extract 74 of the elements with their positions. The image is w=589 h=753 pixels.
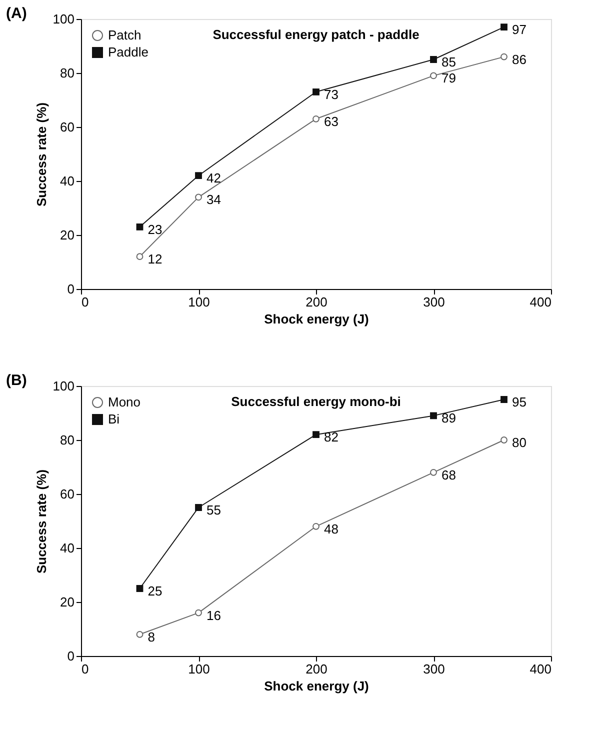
x-tick-label: 0 [82, 294, 89, 310]
x-tick-label: 100 [188, 662, 210, 676]
x-axis-title: Shock energy (J) [264, 678, 369, 694]
point [430, 468, 437, 476]
y-tick-label: 100 [52, 378, 74, 394]
x-tick-label: 100 [188, 294, 210, 310]
data-label: 25 [148, 584, 162, 598]
x-tick-label: 400 [530, 294, 552, 310]
text: (A) [6, 5, 27, 22]
y-tick-label: 80 [60, 432, 74, 448]
y-tick-label: 100 [52, 12, 74, 26]
legend-label: Mono [108, 394, 141, 410]
point [136, 585, 144, 592]
data-label: 82 [324, 430, 338, 445]
data-label: 73 [324, 86, 338, 102]
data-label: 79 [442, 70, 456, 86]
legend-label: Paddle [108, 44, 148, 60]
x-tick-label: 200 [306, 294, 328, 310]
x-axis-title: Shock energy (J) [264, 312, 369, 326]
y-tick-label: 0 [67, 648, 74, 664]
data-label: 48 [324, 521, 338, 536]
point [430, 56, 437, 63]
data-label: 85 [442, 54, 456, 70]
data-label: 8 [148, 629, 155, 644]
data-label: 16 [206, 608, 221, 623]
point [500, 436, 508, 444]
y-tick-label: 60 [60, 120, 74, 134]
point [430, 72, 437, 80]
y-tick-label: 80 [60, 66, 74, 80]
point [500, 24, 508, 31]
point [195, 194, 202, 201]
data-label: 12 [148, 252, 162, 267]
point [312, 522, 320, 530]
data-label: 68 [442, 467, 456, 482]
point [195, 172, 202, 180]
y-tick-label: 0 [67, 282, 74, 296]
point [430, 412, 437, 420]
data-label: 80 [512, 435, 526, 450]
point [136, 253, 144, 260]
point [195, 504, 202, 511]
point [136, 223, 144, 230]
y-tick-label: 40 [60, 174, 74, 188]
y-axis-title: Success rate (%) [34, 102, 49, 207]
y-tick-label: 60 [60, 486, 74, 502]
point [500, 53, 508, 60]
data-label: 34 [206, 192, 221, 208]
point [500, 396, 508, 403]
y-tick-label: 20 [60, 228, 74, 242]
y-axis-title: Success rate (%) [34, 469, 49, 574]
text: Successful energy mono-bi [231, 394, 401, 409]
x-tick-label: 400 [530, 662, 552, 676]
text: Successful energy patch - paddle [212, 27, 420, 42]
data-label: 23 [148, 222, 162, 237]
data-label: 42 [206, 170, 221, 186]
x-tick-label: 300 [423, 662, 445, 676]
point [312, 115, 320, 122]
x-tick-label: 200 [306, 662, 328, 676]
point [136, 630, 144, 638]
x-tick-label: 300 [423, 294, 445, 310]
legend-label: Patch [108, 28, 142, 42]
y-tick-label: 20 [60, 594, 74, 610]
data-label: 86 [512, 52, 526, 67]
data-label: 89 [442, 410, 456, 426]
point [312, 431, 320, 438]
data-label: 95 [512, 394, 526, 410]
point [312, 88, 320, 96]
y-tick-label: 40 [60, 540, 74, 556]
point [195, 609, 202, 616]
x-tick-label: 0 [82, 662, 89, 676]
data-label: 63 [324, 114, 338, 129]
data-label: 97 [512, 22, 526, 38]
data-label: 55 [206, 502, 221, 518]
legend-label: Bi [108, 412, 120, 426]
text: (B) [6, 372, 27, 389]
